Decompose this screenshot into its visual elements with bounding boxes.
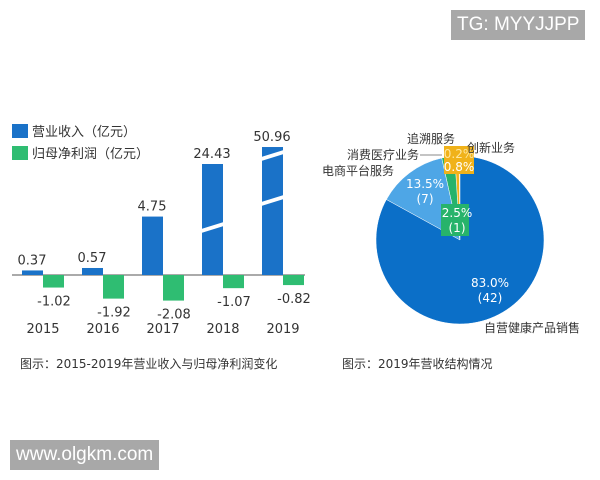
pie-slice [375,155,545,325]
revenue-bar [262,147,283,275]
pie-chart-caption: 图示：2019年营收结构情况 [342,357,493,371]
revenue-label: 0.57 [78,251,107,266]
revenue-bar [82,267,103,275]
axis-break-mark [258,194,287,208]
x-tick-label: 2018 [206,322,239,337]
x-tick-label: 2019 [266,322,299,337]
slice-pct-label: 13.5% [406,177,444,191]
revenue-label: 24.43 [193,147,230,162]
slice-pct-label: 0.2% [444,147,475,161]
profit-label: -1.92 [97,306,131,321]
slice-name-label: 追溯服务 [407,131,455,146]
slice-pct-label: 83.0% [471,276,509,290]
profit-label: -2.08 [157,308,191,323]
revenue-label: 0.37 [18,253,47,268]
slice-name-label: 消费医疗业务 [347,147,419,162]
profit-bar [43,275,64,288]
bar-chart-caption: 图示：2015-2019年营业收入与归母净利润变化 [20,357,278,371]
slice-name-label: 电商平台服务 [322,163,394,178]
profit-bar [163,275,184,301]
x-tick-label: 2017 [146,322,179,337]
profit-label: -1.07 [217,295,251,310]
x-tick-label: 2016 [86,322,119,337]
legend-swatch [12,146,28,160]
slice-label-box [441,204,469,236]
revenue-bar [202,164,223,275]
slice-value-label: (1) [449,221,466,235]
axis-break-mark [198,221,227,234]
slice-name-label: 自营健康产品销售 [484,320,580,335]
revenue-bar [22,270,43,275]
revenue-label: 4.75 [138,200,167,215]
revenue-bar [142,216,163,275]
revenue-label: 50.96 [253,130,290,145]
slice-value-label: (42) [478,291,503,305]
legend-label: 归母净利润（亿元） [32,147,149,162]
profit-label: -1.02 [37,295,71,310]
slice-pct-label: 2.5% [442,206,473,220]
axis-break-mark [258,149,287,163]
slice-pct-label: 0.8% [444,160,475,174]
x-tick-label: 2015 [26,322,59,337]
profit-label: -0.82 [277,292,311,307]
legend-label: 营业收入（亿元） [32,125,136,140]
profit-bar [223,275,244,289]
profit-bar [103,275,124,299]
profit-bar [283,275,304,286]
watermark-top: TG: MYYJJPP [451,10,586,40]
watermark-bottom: www.olgkm.com [10,440,160,470]
slice-label-box [444,146,474,174]
slice-value-label: (7) [417,192,434,206]
slice-name-label: 创新业务 [467,140,515,155]
legend-swatch [12,124,28,138]
